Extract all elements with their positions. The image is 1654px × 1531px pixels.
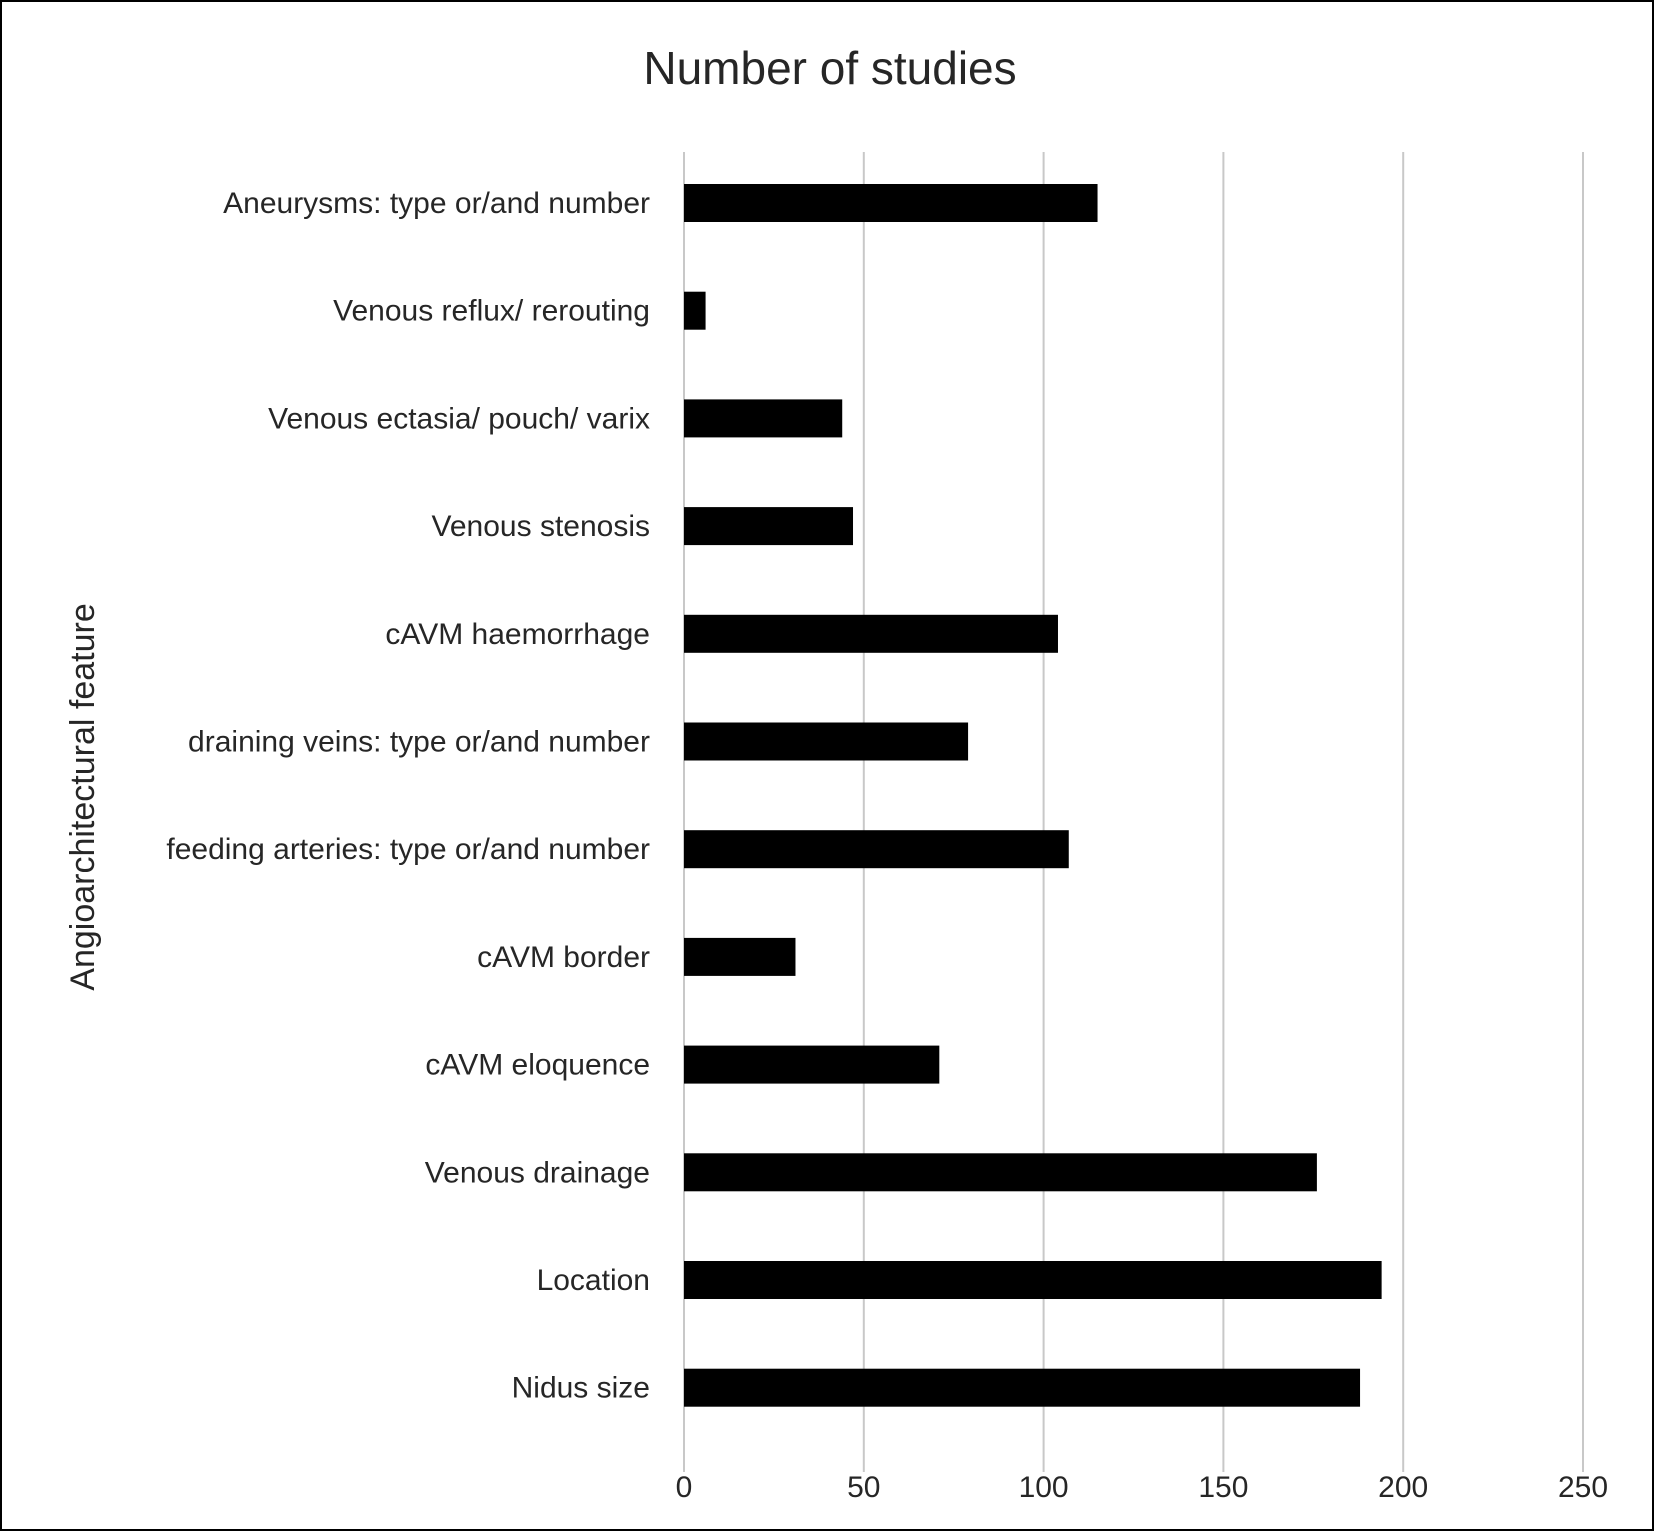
x-tick-label: 100 [1019,1471,1069,1504]
bars [684,184,1382,1407]
bar [684,1368,1361,1407]
bar [684,507,854,546]
chart-title: Number of studies [643,42,1016,94]
bar [684,1261,1382,1299]
category-label: Nidus size [512,1372,650,1405]
category-label: cAVM border [477,941,650,974]
bar [684,722,969,761]
category-label: cAVM eloquence [425,1049,650,1082]
category-label: Location [537,1264,650,1297]
category-label: cAVM haemorrhage [385,618,650,651]
category-label: draining veins: type or/and number [188,726,650,759]
y-axis-title: Angioarchitectural feature [64,603,102,990]
bar [684,1153,1317,1192]
category-labels: Aneurysms: type or/and number Venous refl… [166,187,650,1405]
x-tick-label: 250 [1558,1471,1608,1504]
x-tick-labels: 0 50 100 150 200 250 [676,1471,1608,1504]
gridlines [683,152,1584,1472]
category-label: Venous drainage [425,1156,650,1189]
category-label: feeding arteries: type or/and number [166,833,650,866]
x-tick-label: 0 [676,1471,693,1504]
category-label: Aneurysms: type or/and number [223,187,650,220]
bar [684,937,796,976]
bar [684,1045,940,1084]
bar [684,399,843,438]
category-label: Venous stenosis [432,510,650,543]
x-tick-label: 50 [847,1471,880,1504]
category-label: Venous reflux/ rerouting [333,295,650,328]
category-label: Venous ectasia/ pouch/ varix [268,402,650,435]
bar [684,830,1069,869]
bar [684,614,1058,653]
x-tick-label: 200 [1378,1471,1428,1504]
bar [684,184,1098,222]
x-tick-label: 150 [1198,1471,1248,1504]
bar [684,291,706,330]
